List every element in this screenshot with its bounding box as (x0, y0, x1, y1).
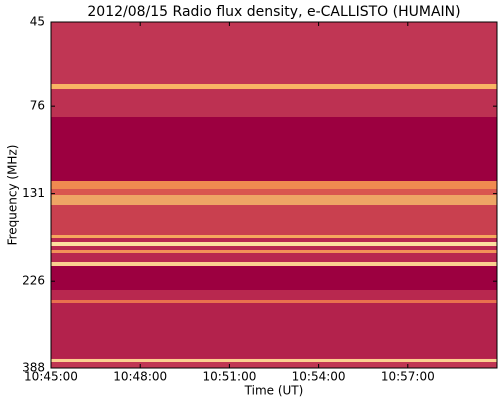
spectrogram-band (51, 195, 497, 205)
spectrogram-band (51, 89, 497, 117)
spectrogram-band (51, 84, 497, 89)
y-tick-label: 388 (22, 361, 45, 375)
spectrogram-band (51, 303, 497, 358)
spectrogram-band (51, 250, 497, 253)
spectrogram-band (51, 181, 497, 189)
y-tick-label: 45 (30, 15, 45, 29)
x-tick-label: 10:45:00 (24, 370, 78, 384)
spectrogram-band (51, 189, 497, 195)
y-tick-label: 76 (30, 99, 45, 113)
spectrogram-band (51, 242, 497, 246)
y-tick-label: 131 (22, 186, 45, 200)
spectrogram (51, 22, 497, 368)
spectrogram-band (51, 266, 497, 290)
spectrogram-band (51, 22, 497, 84)
y-axis-label: Frequency (MHz) (6, 145, 20, 246)
chart-title: 2012/08/15 Radio flux density, e-CALLIST… (87, 4, 460, 20)
x-tick-label: 10:57:00 (381, 370, 435, 384)
spectrogram-band (51, 205, 497, 235)
spectrogram-band (51, 117, 497, 181)
y-tick-label: 226 (22, 274, 45, 288)
x-axis-label: Time (UT) (244, 384, 304, 398)
plot-frame (50, 21, 498, 369)
spectrogram-band (51, 235, 497, 238)
spectrogram-band (51, 262, 497, 266)
spectrogram-band (51, 362, 497, 368)
spectrogram-band (51, 300, 497, 303)
x-tick-label: 10:54:00 (292, 370, 346, 384)
x-tick-label: 10:51:00 (202, 370, 256, 384)
x-tick-label: 10:48:00 (113, 370, 167, 384)
spectrogram-band (51, 359, 497, 362)
